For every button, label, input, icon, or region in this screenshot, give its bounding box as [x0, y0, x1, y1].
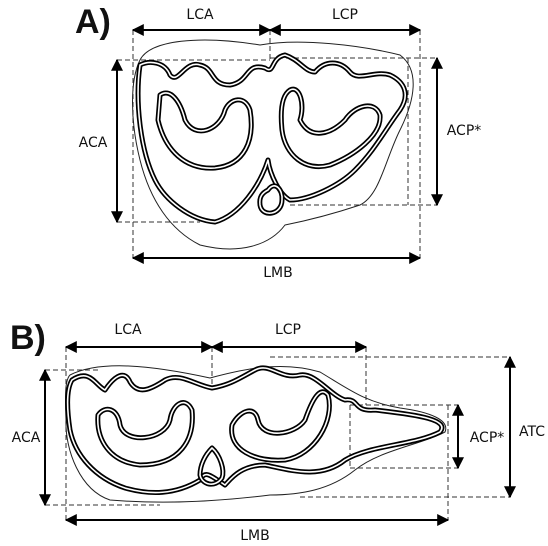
panel-b: B) LCA LCP ACA ACP* ATC LMB	[10, 319, 545, 544]
label-acp: ACP*	[470, 430, 505, 446]
panel-label: B)	[10, 319, 46, 357]
tooth-outline	[132, 39, 414, 250]
label-lmb: LMB	[240, 528, 269, 544]
guides	[117, 30, 437, 258]
label-lmb: LMB	[263, 265, 292, 281]
panel-label: A)	[75, 3, 111, 41]
label-aca: ACA	[12, 430, 41, 446]
label-lcp: LCP	[275, 322, 301, 338]
label-lca: LCA	[186, 7, 214, 23]
panel-a: A) LCA LCP ACA ACP* LMB	[75, 3, 481, 281]
label-acp: ACP*	[447, 123, 482, 139]
label-aca: ACA	[79, 135, 108, 151]
label-lcp: LCP	[332, 7, 358, 23]
guides	[45, 347, 510, 520]
label-lca: LCA	[114, 322, 142, 338]
tooth-outline	[65, 365, 447, 503]
label-atc: ATC	[519, 424, 545, 440]
